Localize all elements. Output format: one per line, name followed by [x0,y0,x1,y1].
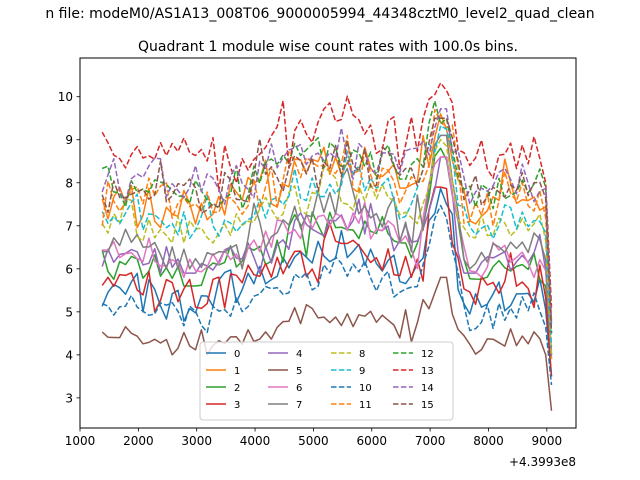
legend-label-7: 7 [296,400,302,411]
series-line-9 [101,124,553,347]
figure-suptitle: n file: modeM0/AS1A13_008T06_9000005994_… [45,6,594,22]
legend-label-12: 12 [421,349,434,360]
series-line-8 [101,138,553,360]
legend-label-4: 4 [296,349,302,360]
y-tick-label: 9 [65,133,73,147]
y-tick-label: 6 [65,262,73,276]
legend-label-10: 10 [359,383,372,394]
x-tick-label: 7000 [415,434,446,448]
series-line-14 [101,108,553,325]
series-line-2 [101,147,553,355]
series-line-15 [101,117,553,334]
x-tick-label: 9000 [532,434,563,448]
series-line-5 [101,276,553,411]
series-line-12 [101,100,553,334]
y-tick-label: 10 [58,90,73,104]
x-tick-label: 8000 [473,434,504,448]
y-tick-label: 3 [65,391,73,405]
legend-label-13: 13 [421,366,434,377]
series-line-1 [101,113,553,321]
legend-label-3: 3 [234,400,240,411]
x-tick-label: 2000 [123,434,154,448]
series-lines [101,82,553,411]
x-tick-label: 3000 [181,434,212,448]
x-axis-offset-label: +4.3993e8 [509,455,576,469]
legend-label-9: 9 [359,366,365,377]
x-tick-label: 5000 [298,434,329,448]
legend-label-5: 5 [296,366,302,377]
y-axis-ticks: 3 4 5 6 7 8 9 10 [58,90,80,405]
legend-label-0: 0 [234,349,240,360]
axes-frame [79,57,577,429]
series-line-3 [101,186,553,377]
y-tick-label: 8 [65,176,73,190]
series-line-4 [101,156,553,360]
legend-label-14: 14 [421,383,434,394]
legend-label-8: 8 [359,349,365,360]
legend-frame [199,341,454,421]
legend-label-11: 11 [359,400,372,411]
legend-label-6: 6 [296,383,302,394]
chart-title: Quadrant 1 module wise count rates with … [138,39,518,55]
legend-label-15: 15 [421,400,434,411]
legend-label-2: 2 [234,383,240,394]
series-line-13 [101,82,553,308]
legend-label-1: 1 [234,366,240,377]
y-tick-label: 7 [65,219,73,233]
x-axis-ticks: 1000 2000 3000 4000 5000 6000 7000 8000 9000 [65,428,562,448]
series-line-7 [102,134,553,355]
x-tick-label: 6000 [356,434,387,448]
y-tick-label: 5 [65,305,73,319]
series-line-10 [101,204,553,386]
x-tick-label: 1000 [65,434,96,448]
y-tick-label: 4 [65,348,73,362]
x-tick-label: 4000 [240,434,271,448]
